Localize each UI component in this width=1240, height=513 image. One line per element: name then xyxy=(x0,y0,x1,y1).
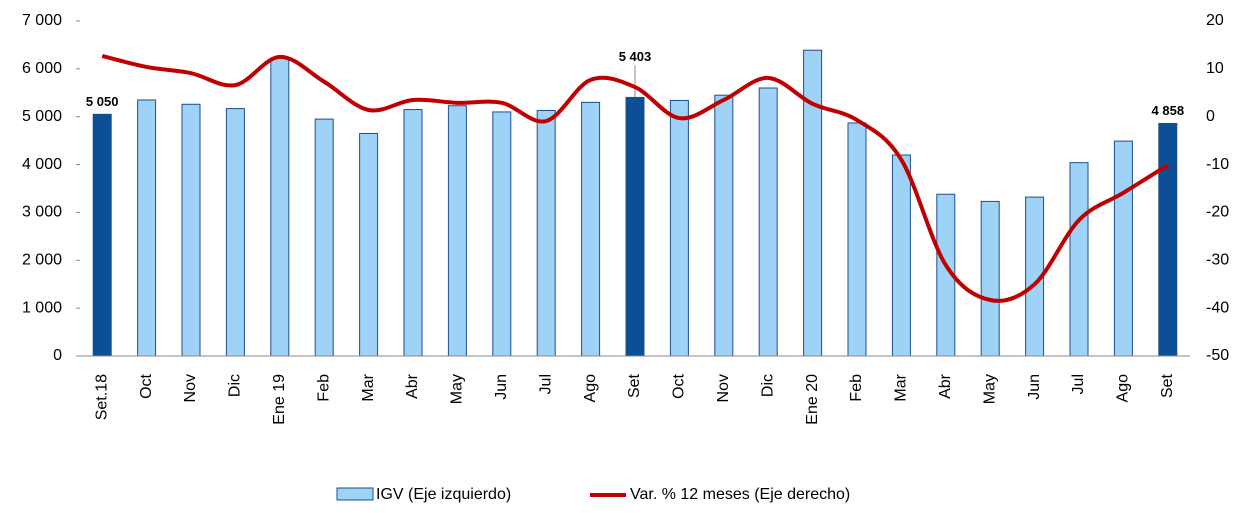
bar xyxy=(1113,140,1133,357)
y-tick-label: 7 000 xyxy=(22,12,62,29)
bar xyxy=(536,109,556,357)
y2-tick-label: -10 xyxy=(1206,156,1229,173)
bar xyxy=(1158,123,1178,357)
y2-tick-label: 10 xyxy=(1206,60,1224,77)
x-tick-label: Abr xyxy=(404,373,421,399)
x-tick-label: Dic xyxy=(759,374,776,397)
legend-label: IGV (Eje izquierdo) xyxy=(376,486,511,503)
bar xyxy=(581,101,601,357)
value-label: 5 403 xyxy=(619,49,652,64)
x-tick-label: Dic xyxy=(227,374,244,397)
bar xyxy=(669,99,689,357)
bar xyxy=(314,118,334,357)
x-tick-label: Nov xyxy=(715,374,732,402)
x-tick-label: Jun xyxy=(493,374,510,400)
x-tick-label: Mar xyxy=(360,373,377,401)
y-tick-label: 4 000 xyxy=(22,156,62,173)
value-label: 4 858 xyxy=(1152,103,1185,118)
x-tick-label: Jul xyxy=(537,374,554,394)
y2-tick-label: -30 xyxy=(1206,252,1229,269)
x-tick-label: Mar xyxy=(893,373,910,401)
bar xyxy=(270,57,290,357)
bar xyxy=(225,108,245,357)
bar xyxy=(625,96,645,357)
bar xyxy=(403,109,423,357)
bar xyxy=(492,111,512,357)
bar xyxy=(891,154,911,357)
x-tick-label: Ene 20 xyxy=(804,374,821,425)
x-tick-label: Jul xyxy=(1070,374,1087,394)
value-label: 5 050 xyxy=(86,94,119,109)
bar xyxy=(758,87,778,357)
bar xyxy=(847,122,867,357)
x-tick-label: Oct xyxy=(138,373,155,398)
bar xyxy=(137,99,157,357)
bar xyxy=(803,49,823,357)
x-tick-label: Set xyxy=(626,373,643,398)
x-tick-label: Ago xyxy=(1115,374,1132,403)
x-tick-label: May xyxy=(981,374,998,404)
x-tick-label: Set.18 xyxy=(93,374,110,420)
y2-tick-label: -50 xyxy=(1206,347,1229,364)
line xyxy=(101,53,1169,303)
bar xyxy=(1069,162,1089,357)
y-tick-label: 5 000 xyxy=(22,108,62,125)
y-tick-label: 3 000 xyxy=(22,204,62,221)
x-tick-label: Ene 19 xyxy=(271,374,288,425)
bar xyxy=(359,132,379,357)
y-tick-label: 6 000 xyxy=(22,60,62,77)
y-tick-label: 1 000 xyxy=(22,299,62,316)
x-tick-label: Nov xyxy=(182,374,199,402)
y2-tick-label: -20 xyxy=(1206,204,1229,221)
bar xyxy=(92,113,112,357)
x-tick-label: Jun xyxy=(1026,374,1043,400)
x-tick-label: Feb xyxy=(315,374,332,402)
x-tick-label: Set xyxy=(1159,373,1176,398)
y2-tick-label: -40 xyxy=(1206,299,1229,316)
x-tick-label: Oct xyxy=(671,373,688,398)
bar xyxy=(447,105,467,357)
legend-swatch xyxy=(336,487,374,501)
bar xyxy=(181,103,201,357)
x-tick-label: Abr xyxy=(937,373,954,399)
y2-tick-label: 20 xyxy=(1206,12,1224,29)
bar xyxy=(714,94,734,357)
x-tick-label: May xyxy=(449,374,466,404)
y-tick-label: 0 xyxy=(53,347,62,364)
x-tick-label: Ago xyxy=(582,374,599,403)
y-tick-label: 2 000 xyxy=(22,252,62,269)
legend-label: Var. % 12 meses (Eje derecho) xyxy=(630,486,850,503)
x-tick-label: Feb xyxy=(848,374,865,402)
y2-tick-label: 0 xyxy=(1206,108,1215,125)
bar xyxy=(980,200,1000,357)
